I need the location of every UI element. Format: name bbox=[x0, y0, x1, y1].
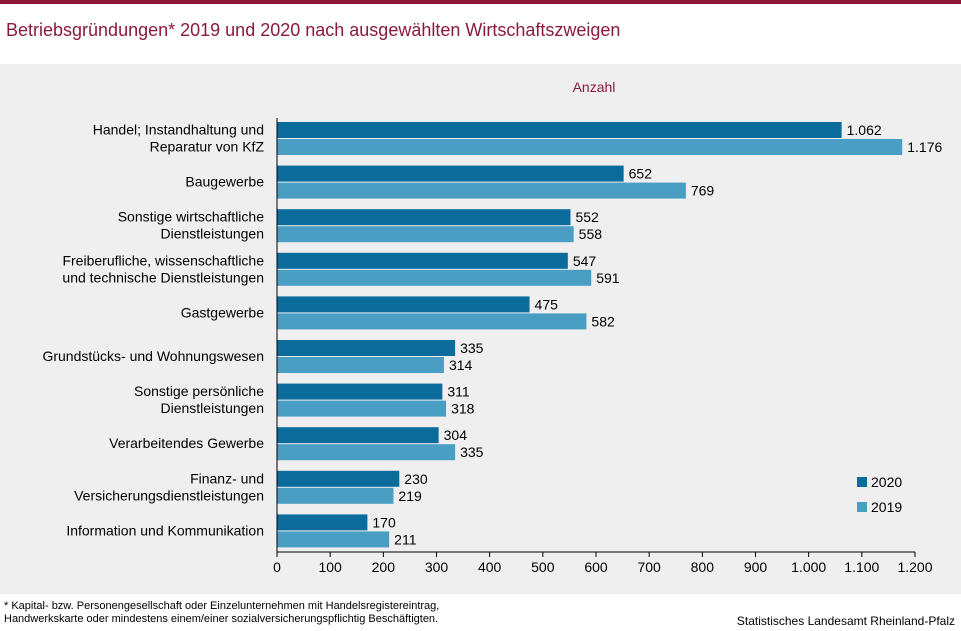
x-tick-label-8: 800 bbox=[691, 559, 715, 575]
legend-swatch-2019 bbox=[857, 502, 867, 512]
footnote: * Kapital- bzw. Personengesellschaft ode… bbox=[4, 600, 564, 626]
category-label-2-0: Sonstige wirtschaftliche bbox=[118, 209, 265, 225]
legend-swatch-2020 bbox=[857, 477, 867, 487]
bar-2019-9 bbox=[277, 531, 390, 548]
footnote-line-1: * Kapital- bzw. Personengesellschaft ode… bbox=[4, 600, 440, 612]
chart-title: Betriebsgründungen* 2019 und 2020 nach a… bbox=[6, 20, 621, 40]
data-label-2019-5: 314 bbox=[449, 357, 473, 373]
legend-label-2019: 2019 bbox=[871, 499, 902, 515]
data-label-2019-7: 335 bbox=[460, 444, 484, 460]
x-tick-label-11: 1.100 bbox=[844, 559, 879, 575]
x-tick-label-10: 1.000 bbox=[791, 559, 826, 575]
unit-label: Anzahl bbox=[573, 79, 616, 95]
bar-2020-7 bbox=[277, 427, 439, 444]
category-label-1-0: Baugewerbe bbox=[185, 174, 264, 190]
bar-2019-6 bbox=[277, 400, 447, 417]
x-tick-label-2: 200 bbox=[372, 559, 396, 575]
top-rule bbox=[0, 0, 961, 4]
x-tick-label-6: 600 bbox=[584, 559, 608, 575]
bar-2020-4 bbox=[277, 296, 530, 313]
data-label-2019-4: 582 bbox=[591, 313, 615, 329]
category-label-9-0: Information und Kommunikation bbox=[66, 522, 264, 538]
data-label-2019-6: 318 bbox=[451, 401, 475, 417]
bar-chart: Anzahl 1.062 1.176 Handel; Instandhaltung u… bbox=[42, 79, 942, 575]
x-tick-label-12: 1.200 bbox=[897, 559, 932, 575]
data-label-2020-0: 1.062 bbox=[847, 122, 882, 138]
footnote-line-2: Handwerkskarte oder mindestens einem/ein… bbox=[4, 613, 439, 625]
bar-2019-0 bbox=[277, 139, 903, 155]
bar-2019-7 bbox=[277, 444, 456, 461]
x-tick-label-3: 300 bbox=[425, 559, 449, 575]
data-label-2019-2: 558 bbox=[579, 226, 603, 242]
category-label-6-0: Sonstige persönliche bbox=[134, 383, 264, 399]
category-label-0-1: Reparatur von KfZ bbox=[150, 139, 265, 155]
bar-2019-4 bbox=[277, 313, 587, 330]
category-label-2-1: Dienstleistungen bbox=[160, 226, 264, 242]
category-label-7-0: Verarbeitendes Gewerbe bbox=[109, 435, 264, 451]
category-label-6-1: Dienstleistungen bbox=[160, 400, 264, 416]
bar-2019-1 bbox=[277, 182, 686, 199]
bar-2019-3 bbox=[277, 269, 592, 286]
category-label-4-0: Gastgewerbe bbox=[181, 304, 264, 320]
data-label-2020-6: 311 bbox=[447, 384, 470, 400]
data-label-2020-1: 652 bbox=[629, 166, 653, 182]
data-label-2020-8: 230 bbox=[404, 471, 428, 487]
data-label-2019-9: 211 bbox=[394, 531, 417, 547]
category-label-8-1: Versicherungsdienstleistungen bbox=[74, 487, 264, 503]
category-label-3-1: und technische Dienstleistungen bbox=[62, 269, 264, 285]
bar-2020-0 bbox=[277, 122, 842, 138]
data-label-2020-9: 170 bbox=[372, 514, 396, 530]
data-label-2020-7: 304 bbox=[444, 427, 468, 443]
bar-2019-2 bbox=[277, 226, 574, 243]
bar-2020-1 bbox=[277, 165, 624, 182]
category-label-5-0: Grundstücks- und Wohnungswesen bbox=[42, 348, 264, 364]
x-tick-label-0: 0 bbox=[273, 559, 281, 575]
category-label-0-0: Handel; Instandhaltung und bbox=[93, 122, 264, 138]
data-label-2019-1: 769 bbox=[691, 183, 715, 199]
data-label-2020-2: 552 bbox=[575, 209, 599, 225]
category-label-3-0: Freiberufliche, wissenschaftliche bbox=[62, 252, 264, 268]
x-tick-label-1: 100 bbox=[318, 559, 342, 575]
x-tick-label-7: 700 bbox=[637, 559, 661, 575]
x-tick-label-5: 500 bbox=[531, 559, 555, 575]
category-label-8-0: Finanz- und bbox=[190, 470, 264, 486]
bar-2019-5 bbox=[277, 357, 444, 373]
chart-panel: Anzahl 1.062 1.176 Handel; Instandhaltung u… bbox=[0, 64, 961, 594]
bar-2020-9 bbox=[277, 514, 368, 531]
data-label-2020-4: 475 bbox=[535, 296, 559, 312]
source-note: Statistisches Landesamt Rheinland-Pfalz bbox=[736, 614, 955, 628]
data-label-2020-5: 335 bbox=[460, 340, 484, 356]
data-label-2019-0: 1.176 bbox=[907, 139, 942, 155]
bar-2020-6 bbox=[277, 383, 443, 400]
bar-2020-8 bbox=[277, 470, 400, 487]
legend-label-2020: 2020 bbox=[871, 474, 902, 490]
data-label-2019-3: 591 bbox=[596, 270, 620, 286]
data-label-2020-3: 547 bbox=[573, 253, 597, 269]
bar-2020-5 bbox=[277, 340, 456, 356]
data-label-2019-8: 219 bbox=[398, 488, 422, 504]
x-tick-label-4: 400 bbox=[478, 559, 502, 575]
x-tick-label-9: 900 bbox=[744, 559, 768, 575]
bar-2020-3 bbox=[277, 252, 568, 269]
bar-2020-2 bbox=[277, 209, 571, 226]
bar-2019-8 bbox=[277, 487, 394, 504]
